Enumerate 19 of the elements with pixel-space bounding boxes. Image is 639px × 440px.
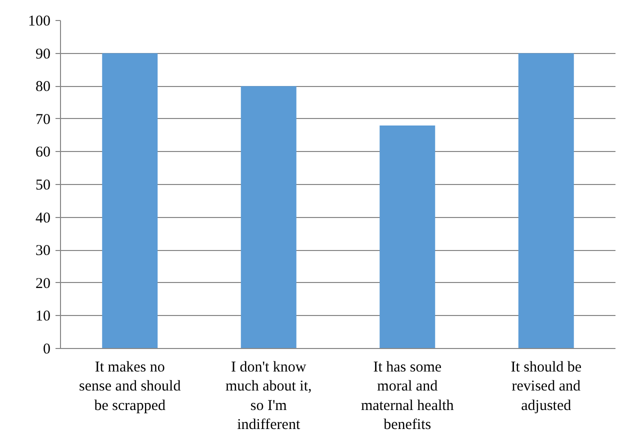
y-tick-label: 10 [36, 308, 50, 325]
x-tick-label: It has some moral and maternal health benefits [360, 360, 454, 434]
y-tick-label: 70 [36, 112, 50, 128]
bar [518, 53, 574, 348]
y-tick-label: 40 [36, 210, 50, 226]
y-tick-label: 0 [43, 342, 50, 358]
y-tick-label: 100 [28, 14, 50, 30]
y-tick-label: 30 [36, 243, 50, 260]
bar [240, 86, 296, 348]
x-tick-label: It should be revised and adjusted [510, 360, 582, 414]
y-tick-label: 50 [36, 178, 50, 194]
x-tick-label: It makes no sense and should be scrapped [79, 360, 182, 414]
y-tick-label: 90 [36, 46, 50, 62]
x-tick-label: I don't know much about it, so I'm indifferent [226, 360, 312, 434]
y-tick-label: 60 [36, 144, 50, 161]
bar [380, 125, 436, 348]
bar [102, 53, 158, 348]
y-tick-label: 80 [36, 79, 50, 96]
y-tick-label: 20 [36, 276, 50, 292]
